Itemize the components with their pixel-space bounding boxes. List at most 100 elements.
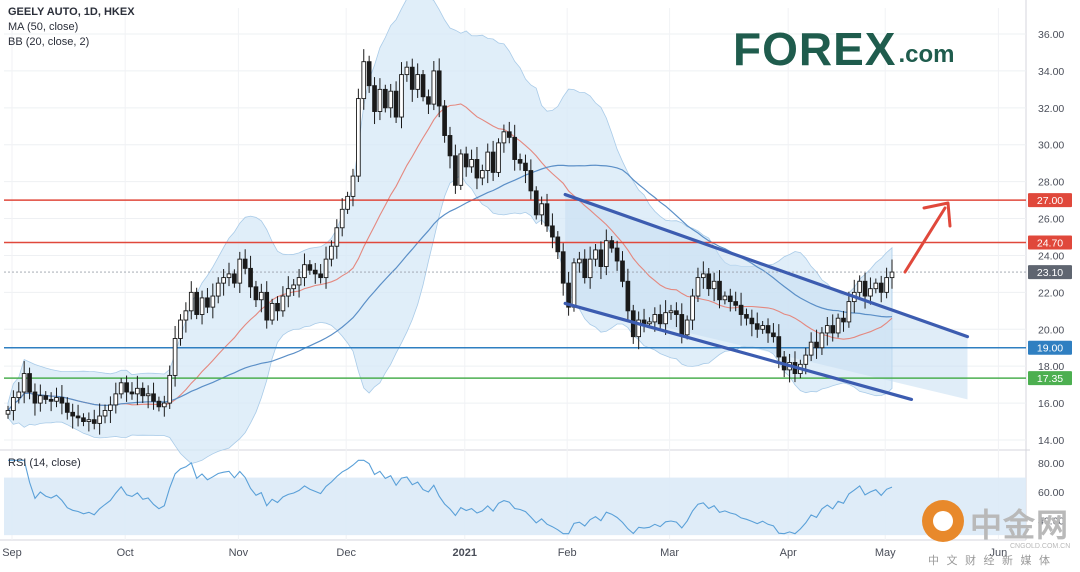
candle-down [474, 159, 480, 179]
candle-up [54, 397, 59, 402]
candle-down [91, 419, 97, 424]
candle-down [426, 96, 431, 105]
candle-up [199, 297, 205, 315]
level-price-tag [1028, 235, 1072, 250]
candle-down [312, 269, 318, 275]
cngold-watermark: 中金网 CNGOLD.COM.CN 中 文 财 经 新 媒 体 [918, 496, 1078, 568]
candle-up [496, 142, 501, 173]
candle-up [280, 295, 286, 312]
candle-up [361, 61, 367, 100]
rsi-indicator-label[interactable]: RSI (14, close) [8, 457, 81, 469]
rsi-line [8, 459, 893, 535]
level-price-label: 27.00 [1037, 195, 1063, 207]
candle-down [64, 402, 70, 413]
candle-up [188, 291, 194, 312]
cngold-url: CNGOLD.COM.CN [1010, 543, 1071, 550]
candle-up [835, 317, 841, 334]
candle-down [205, 297, 210, 308]
candle-down [776, 336, 782, 358]
chart-legend: GEELY AUTO, 1D, HKEX MA (50, close) BB (… [8, 5, 135, 50]
candle-up [690, 295, 695, 321]
level-price-tag [1028, 371, 1072, 386]
candle-up [593, 249, 598, 260]
candle-up [97, 415, 102, 424]
y-tick-label: 28.00 [1038, 177, 1064, 189]
candle-up [323, 258, 329, 279]
candle-up [350, 175, 356, 197]
rsi-tick-label: 80.00 [1038, 458, 1064, 470]
candle-down [744, 314, 749, 319]
candle-up [11, 397, 16, 411]
candle-up [167, 374, 173, 404]
candle-up [161, 402, 167, 408]
y-tick-label: 36.00 [1038, 29, 1064, 41]
x-tick-label: 2021 [453, 547, 477, 559]
candle-up [873, 282, 879, 290]
candle-down [420, 74, 426, 98]
y-tick-label: 18.00 [1038, 361, 1064, 373]
candle-up [663, 312, 668, 325]
candle-up [183, 310, 189, 321]
candle-up [868, 288, 873, 297]
candle-up [647, 321, 652, 325]
candle-up [695, 277, 701, 297]
candle-up [701, 273, 706, 279]
candle-down [550, 225, 555, 238]
candle-down [48, 398, 54, 402]
candle-down [512, 136, 518, 160]
candle-down [620, 260, 625, 282]
candle-down [625, 280, 631, 312]
candle-up [296, 277, 302, 286]
candle-down [566, 282, 571, 308]
candle-up [302, 264, 307, 279]
candle-up [145, 393, 151, 397]
candle-up [237, 258, 243, 284]
candle-up [210, 295, 216, 308]
candle-up [356, 98, 361, 177]
candle-down [409, 66, 415, 90]
candle-down [641, 319, 647, 325]
candle-up [722, 295, 728, 301]
candle-up [334, 227, 340, 247]
candle-up [388, 90, 394, 109]
candle-up [269, 302, 275, 321]
candle-up [846, 301, 852, 323]
y-tick-label: 22.00 [1038, 287, 1064, 299]
candle-down [717, 280, 722, 301]
x-tick-label: May [875, 547, 896, 559]
bb-indicator-label[interactable]: BB (20, close, 2) [8, 36, 90, 48]
candle-down [609, 240, 615, 249]
candle-up [808, 341, 814, 356]
candle-up [684, 319, 690, 336]
candle-up [38, 395, 43, 404]
candle-up [884, 277, 889, 293]
candle-down [43, 395, 49, 400]
y-tick-label: 16.00 [1038, 398, 1064, 410]
candle-up [603, 240, 609, 267]
candle-up [577, 258, 582, 264]
candle-down [232, 273, 237, 284]
candle-down [878, 282, 884, 293]
level-price-label: 17.35 [1037, 373, 1063, 385]
candle-up [135, 387, 140, 395]
candle-down [490, 151, 496, 173]
candle-up [501, 131, 507, 144]
candle-up [668, 310, 674, 314]
candle-up [458, 153, 464, 186]
ma-indicator-label[interactable]: MA (50, close) [8, 21, 79, 33]
candle-up [824, 325, 830, 334]
candle-up [345, 195, 350, 210]
candle-down [275, 302, 280, 312]
forex-logo: FOREX .com [733, 26, 954, 72]
bb-basis-line [7, 103, 893, 411]
candle-up [16, 391, 22, 399]
candle-down [124, 382, 129, 393]
y-tick-label: 30.00 [1038, 140, 1064, 152]
candle-down [765, 325, 771, 334]
candle-up [215, 282, 221, 297]
forex-logo-suffix: .com [898, 41, 955, 68]
last-price-tag [1028, 265, 1072, 280]
candle-up [803, 354, 809, 365]
y-tick-label: 34.00 [1038, 66, 1064, 78]
candle-down [248, 267, 253, 288]
